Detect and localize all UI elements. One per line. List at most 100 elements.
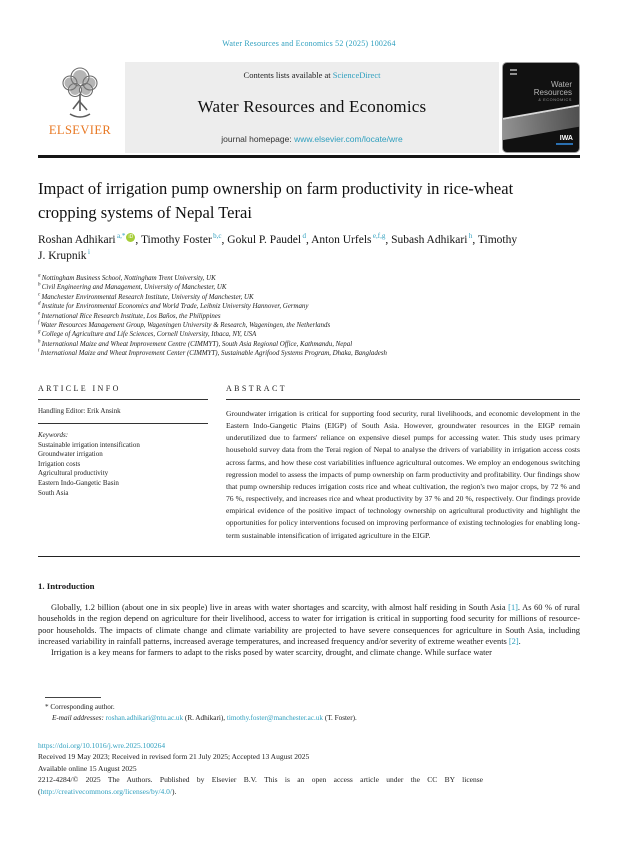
iwa-logo: IWA <box>556 134 573 145</box>
affiliation: c Manchester Environmental Research Inst… <box>38 293 580 302</box>
affiliation-text: International Maize and Wheat Improvemen… <box>41 340 353 348</box>
affiliation-sup: h <box>38 339 42 345</box>
abstract-column: ABSTRACT Groundwater irrigation is criti… <box>226 384 580 542</box>
author-affiliation-sup[interactable]: d <box>301 232 306 241</box>
keyword-item: Sustainable irrigation intensification <box>38 440 140 449</box>
affiliation: g College of Agriculture and Life Scienc… <box>38 330 580 339</box>
doi-link[interactable]: https://doi.org/10.1016/j.wre.2025.10026… <box>38 741 166 750</box>
header-divider <box>38 155 580 158</box>
license-link[interactable]: http://creativecommons.org/licenses/by/4… <box>40 786 173 796</box>
author-separator: , <box>306 234 312 246</box>
affiliation-sup: e <box>38 311 42 317</box>
cover-volume-mark <box>510 69 517 71</box>
license-open-paren: ( <box>38 786 41 796</box>
available-online: Available online 15 August 2025 <box>38 763 137 773</box>
cover-title-line2: Resources <box>533 88 572 98</box>
author-name: Gokul P. Paudel <box>227 234 302 246</box>
author-affiliation-sup[interactable]: i <box>86 248 90 257</box>
keyword-item: Agricultural productivity <box>38 469 109 478</box>
introduction-paragraph-2: Irrigation is a key means for farmers to… <box>51 648 492 658</box>
affiliation: d Institute for Environmental Economics … <box>38 302 580 311</box>
email-addresses-line: E-mail addresses: roshan.adhikari@ntu.ac… <box>38 713 580 724</box>
author-name: Roshan Adhikari <box>38 234 116 246</box>
license-line: (http://creativecommons.org/licenses/by/… <box>38 786 580 797</box>
affiliation-sup: a <box>38 273 42 279</box>
affiliations: a Nottingham Business School, Nottingham… <box>38 274 580 359</box>
affiliation: b Civil Engineering and Management, Univ… <box>38 283 580 292</box>
article-title: Impact of irrigation pump ownership on f… <box>38 179 514 222</box>
article-info-column: ARTICLE INFO Handling Editor: Erik Ansin… <box>38 384 208 542</box>
affiliation-text: International Rice Research Institute, L… <box>41 312 221 320</box>
affiliation-text: Institute for Environmental Economics an… <box>41 303 309 311</box>
affiliation-text: Water Resources Management Group, Wageni… <box>40 322 331 330</box>
author-line: Roshan Adhikari a,* iD, Timothy Foster b,… <box>38 233 524 265</box>
paragraph-text: . <box>518 636 521 646</box>
introduction-heading: 1. Introduction <box>38 581 95 591</box>
author-affiliation-sup[interactable]: a,* <box>115 232 126 241</box>
corresponding-author-note: * Corresponding author. <box>45 703 115 711</box>
affiliation: i International Maize and Wheat Improvem… <box>38 349 580 358</box>
affiliation-text: College of Agriculture and Life Sciences… <box>41 331 257 339</box>
email-label: E-mail addresses: <box>52 713 104 722</box>
cover-title: Water Resources & ECONOMICS <box>533 80 572 102</box>
affiliation-sup: i <box>38 348 41 354</box>
reference-link[interactable]: [1] <box>508 603 518 612</box>
iwa-wordmark: IWA <box>559 134 573 142</box>
author-name: Subash Adhikari <box>391 234 468 246</box>
contents-prefix: Contents lists available at <box>243 70 333 80</box>
sciencedirect-link[interactable]: ScienceDirect <box>332 70 381 80</box>
license-close-paren: ). <box>172 786 177 796</box>
homepage-prefix: journal homepage: <box>221 134 295 144</box>
elsevier-wordmark: ELSEVIER <box>48 123 112 137</box>
homepage-line: journal homepage: www.elsevier.com/locat… <box>131 134 493 144</box>
author-separator: , <box>221 234 228 246</box>
keyword-item: South Asia <box>38 488 69 497</box>
homepage-link[interactable]: www.elsevier.com/locate/wre <box>294 134 403 144</box>
author-affiliation-sup[interactable]: h <box>467 232 473 241</box>
introduction-paragraph-1: Globally, 1.2 billion (about one in six … <box>38 602 580 647</box>
orcid-icon[interactable]: iD <box>126 233 136 243</box>
received-dates: Received 19 May 2023; Received in revise… <box>38 752 310 762</box>
abstract-heading: ABSTRACT <box>226 384 580 400</box>
journal-header: ELSEVIER Contents lists available at Sci… <box>38 62 580 153</box>
article-info-abstract-section: ARTICLE INFO Handling Editor: Erik Ansin… <box>38 384 580 542</box>
journal-cover-thumbnail[interactable]: Water Resources & ECONOMICS IWA <box>502 62 580 153</box>
elsevier-tree-icon <box>62 67 98 118</box>
reference-link[interactable]: [2] <box>508 636 519 646</box>
affiliation-sup: f <box>38 320 41 326</box>
email-link-adhikari[interactable]: roshan.adhikari@ntu.ac.uk <box>105 713 184 722</box>
journal-banner: Contents lists available at ScienceDirec… <box>125 62 499 153</box>
author-name: Timothy Foster <box>140 234 212 246</box>
elsevier-logo[interactable]: ELSEVIER <box>38 62 122 153</box>
email-suffix-1: (R. Adhikari), <box>183 713 227 722</box>
keywords-block: Keywords: Sustainable irrigation intensi… <box>38 431 208 498</box>
affiliation: e International Rice Research Institute,… <box>38 311 580 321</box>
cover-title-line1: Water <box>550 80 572 89</box>
keyword-item: Eastern Indo-Gangetic Basin <box>38 478 119 487</box>
email-link-foster[interactable]: timothy.foster@manchester.ac.uk <box>226 713 324 722</box>
keywords-label: Keywords: <box>38 431 69 439</box>
keywords-list: Sustainable irrigation intensification Gr… <box>38 441 208 499</box>
author-separator: , <box>472 234 478 246</box>
affiliation-sup: c <box>38 292 42 298</box>
copyright-line: 2212-4284/© 2025 The Authors. Published … <box>38 775 483 785</box>
iwa-underline <box>556 143 573 145</box>
author-affiliation-sup[interactable]: e,f,g <box>371 232 386 241</box>
paragraph-text: . As 60 % of rural households in the reg… <box>38 603 580 646</box>
cover-volume-mark <box>510 73 517 75</box>
affiliation-sup: d <box>38 301 42 307</box>
paragraph-text: Globally, 1.2 billion (about one in six … <box>51 603 509 612</box>
affiliation-text: International Maize and Wheat Improvemen… <box>40 350 387 358</box>
email-suffix-2: (T. Foster). <box>323 713 357 722</box>
article-info-heading: ARTICLE INFO <box>38 384 208 400</box>
abstract-text: Groundwater irrigation is critical for s… <box>226 409 580 540</box>
affiliation: f Water Resources Management Group, Wage… <box>38 321 580 330</box>
journal-citation: Water Resources and Economics 52 (2025) … <box>222 39 396 48</box>
article-footer: https://doi.org/10.1016/j.wre.2025.10026… <box>38 740 580 797</box>
footnote-block: * Corresponding author. E-mail addresses… <box>38 697 580 723</box>
affiliation-text: Civil Engineering and Management, Univer… <box>41 284 227 292</box>
footnote-divider <box>45 697 101 698</box>
journal-title: Water Resources and Economics <box>197 97 427 116</box>
author-affiliation-sup[interactable]: b,c <box>211 232 222 241</box>
